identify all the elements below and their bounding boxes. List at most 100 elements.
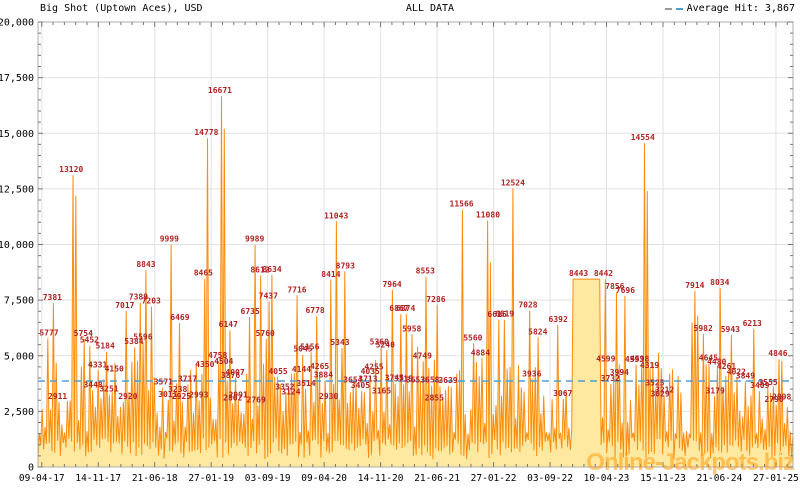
x-axis-label: 14-11-17 (75, 473, 121, 484)
value-label: 11080 (476, 210, 500, 219)
value-label: 3448 (83, 380, 102, 389)
value-label: 4035 (361, 367, 380, 376)
value-label: 7017 (115, 301, 134, 310)
value-label: 4599 (596, 355, 615, 364)
value-label: 4598 (630, 355, 649, 364)
value-label: 4884 (471, 348, 490, 357)
value-label: 7381 (43, 293, 62, 302)
legend-dash-icon (664, 7, 672, 10)
value-label: 8793 (336, 261, 355, 270)
value-label: 7389 (129, 293, 148, 302)
value-label: 4150 (105, 365, 124, 374)
x-axis-label: 15-11-23 (640, 473, 686, 484)
dataset-label: ALL DATA (405, 3, 455, 14)
value-label: 2769 (247, 395, 266, 404)
value-label: 3876 (221, 371, 240, 380)
y-axis-label: 15,000 (0, 129, 34, 140)
value-label: 16671 (208, 86, 232, 95)
value-label: 4055 (268, 367, 287, 376)
value-label: 4331 (88, 361, 107, 370)
chart-title: Big Shot (Uptown Aces), USD (40, 3, 203, 14)
value-label: 4261 (717, 362, 736, 371)
value-label: 3011 (158, 390, 177, 399)
value-label: 6874 (396, 304, 415, 313)
value-label: 13120 (59, 165, 83, 174)
value-label: 3653 (406, 376, 425, 385)
value-label: 4846 (768, 349, 787, 358)
value-label: 2925 (172, 392, 191, 401)
value-label: 5943 (721, 325, 740, 334)
value-label: 14554 (631, 133, 655, 142)
value-label: 7856 (605, 282, 624, 291)
value-label: 3251 (99, 385, 118, 394)
value-label: 8443 (569, 269, 588, 278)
x-axis-label: 10-04-23 (584, 473, 630, 484)
x-axis-label: 03-09-22 (527, 473, 573, 484)
value-label: 5982 (694, 324, 713, 333)
value-label: 5360 (370, 338, 389, 347)
value-label: 5760 (256, 329, 275, 338)
value-label: 2930 (319, 392, 338, 401)
legend: Average Hit: 3,867 (664, 3, 795, 14)
value-label: 2911 (48, 392, 67, 401)
x-axis-label: 21-06-24 (697, 473, 743, 484)
value-label: 6616 (487, 310, 506, 319)
value-label: 6147 (219, 320, 238, 329)
x-axis-label: 14-11-20 (358, 473, 404, 484)
value-label: 8442 (594, 269, 613, 278)
value-label: 4758 (208, 351, 227, 360)
value-label: 3994 (610, 368, 629, 377)
value-label: 4319 (640, 361, 659, 370)
x-axis-label: 27-01-25 (753, 473, 799, 484)
value-label: 3654 (343, 376, 362, 385)
x-axis-label: 09-04-20 (301, 473, 347, 484)
value-label: 4022 (727, 368, 746, 377)
value-label: 3352 (275, 382, 294, 391)
value-label: 6735 (241, 307, 260, 316)
value-label: 7203 (142, 297, 161, 306)
value-label: 3165 (372, 387, 391, 396)
value-label: 4144 (292, 365, 311, 374)
value-label: 3405 (351, 381, 370, 390)
value-label: 8465 (194, 269, 213, 278)
value-label: 7028 (518, 301, 537, 310)
value-label: 7914 (685, 281, 704, 290)
value-label: 2993 (189, 390, 208, 399)
value-label: 2790 (764, 395, 783, 404)
value-label: 4480 (707, 357, 726, 366)
value-label: 3658 (420, 376, 439, 385)
legend-average-hit-label: Average Hit: 3,867 (686, 3, 795, 14)
value-label: 5452 (80, 336, 99, 345)
value-label: 7716 (287, 285, 306, 294)
value-label: 2855 (425, 393, 444, 402)
value-label: 3745 (385, 374, 404, 383)
value-label: 4255 (364, 362, 383, 371)
value-label: 3029 (650, 390, 669, 399)
value-label: 3555 (758, 378, 777, 387)
value-label: 3884 (314, 371, 333, 380)
jackpot-series (37, 96, 794, 468)
y-axis-label: 5,000 (4, 351, 34, 362)
value-label: 6619 (495, 310, 514, 319)
value-label: 4593 (625, 355, 644, 364)
y-axis-label: 7,500 (4, 296, 34, 307)
value-label: 3212 (655, 386, 674, 395)
value-label: 3936 (522, 369, 541, 378)
value-label: 8414 (321, 270, 340, 279)
value-label: 3067 (553, 389, 572, 398)
value-label: 4265 (310, 362, 329, 371)
value-label: 4007 (225, 368, 244, 377)
value-label: 3409 (750, 381, 769, 390)
value-label: 5156 (300, 342, 319, 351)
value-label: 3179 (706, 386, 725, 395)
value-label: 4350 (195, 360, 214, 369)
value-label: 3717 (178, 374, 197, 383)
value-label: 5596 (133, 332, 152, 341)
value-label: 3713 (358, 374, 377, 383)
value-label: 11043 (324, 211, 348, 220)
y-axis-label: 17,500 (0, 73, 34, 84)
x-axis-label: 27-01-22 (471, 473, 517, 484)
value-label: 7696 (616, 286, 635, 295)
